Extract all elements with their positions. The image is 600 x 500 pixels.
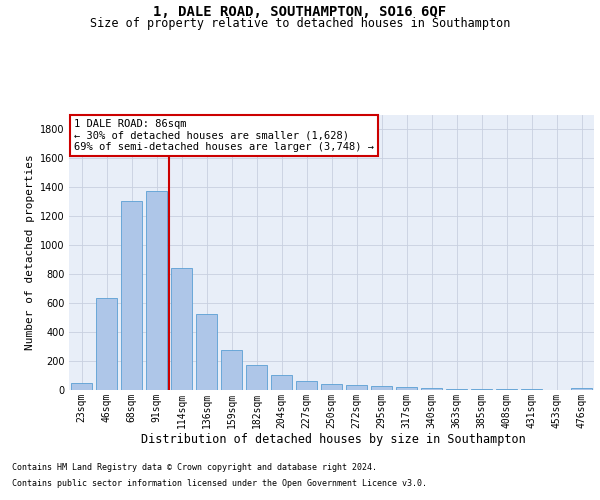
Bar (321, 384, 342, 390)
Bar (221, 350, 242, 390)
Bar (396, 387, 417, 390)
Bar (146, 191, 167, 390)
Bar (471, 389, 492, 390)
Bar (171, 268, 192, 390)
Text: 1, DALE ROAD, SOUTHAMPTON, SO16 6QF: 1, DALE ROAD, SOUTHAMPTON, SO16 6QF (154, 5, 446, 19)
Text: Contains public sector information licensed under the Open Government Licence v3: Contains public sector information licen… (12, 478, 427, 488)
Text: Distribution of detached houses by size in Southampton: Distribution of detached houses by size … (140, 432, 526, 446)
Bar (371, 386, 392, 390)
Bar (346, 385, 367, 390)
Bar (246, 364, 267, 390)
Bar (571, 388, 592, 390)
Bar (96, 298, 117, 390)
Text: Contains HM Land Registry data © Crown copyright and database right 2024.: Contains HM Land Registry data © Crown c… (12, 464, 377, 472)
Bar (446, 389, 467, 390)
Bar (271, 375, 292, 390)
Text: Size of property relative to detached houses in Southampton: Size of property relative to detached ho… (90, 18, 510, 30)
Bar (121, 201, 142, 390)
Bar (421, 388, 442, 390)
Bar (71, 383, 92, 390)
Bar (296, 382, 317, 390)
Bar (196, 314, 217, 390)
Text: 1 DALE ROAD: 86sqm
← 30% of detached houses are smaller (1,628)
69% of semi-deta: 1 DALE ROAD: 86sqm ← 30% of detached hou… (74, 119, 374, 152)
Y-axis label: Number of detached properties: Number of detached properties (25, 154, 35, 350)
